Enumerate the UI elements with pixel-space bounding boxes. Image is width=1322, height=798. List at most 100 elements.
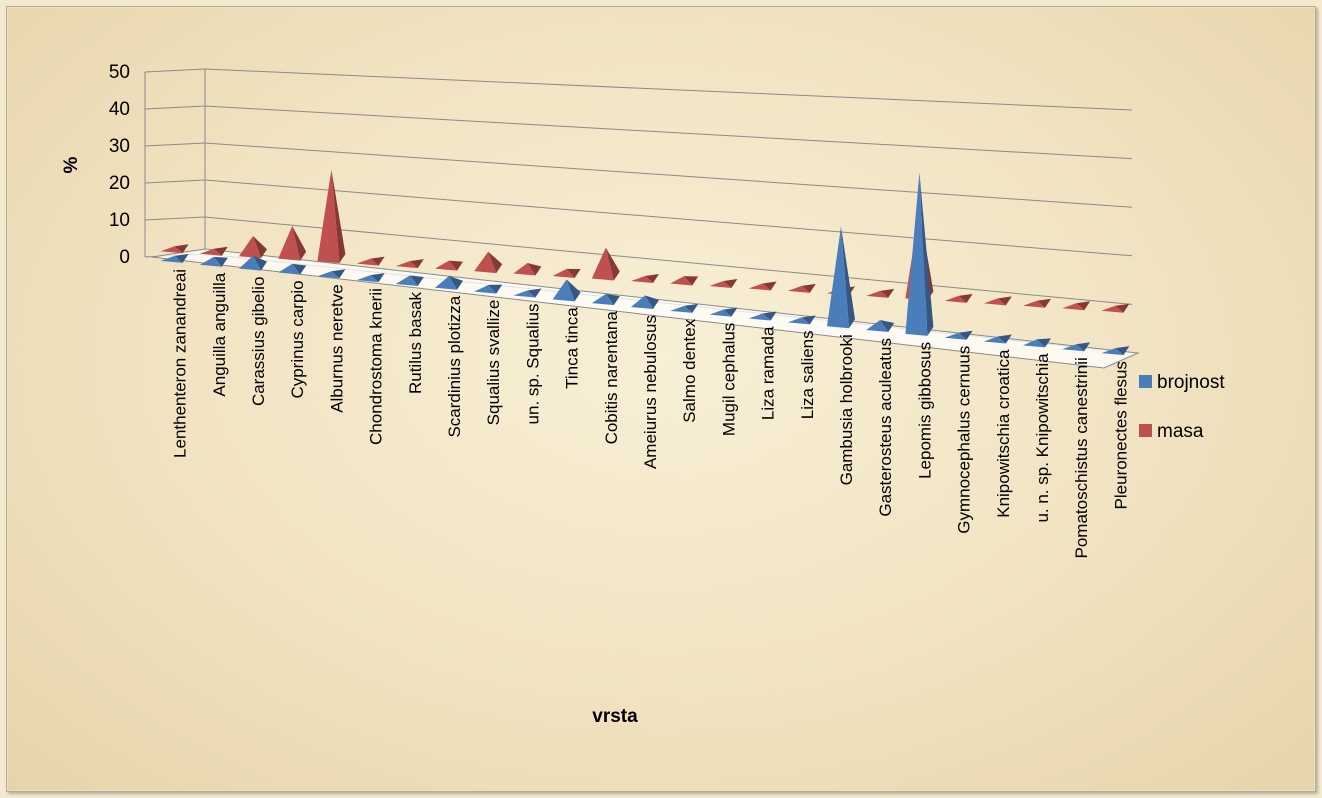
bar-brojnost-21-side bbox=[997, 334, 1012, 344]
bar-brojnost-8-face bbox=[474, 284, 497, 294]
bar-brojnost-7-side bbox=[449, 276, 463, 290]
bar-brojnost-3-face bbox=[278, 263, 301, 275]
bar-masa-15-face bbox=[748, 283, 771, 291]
bar-masa-4-face bbox=[317, 169, 340, 264]
bar-brojnost-16-face bbox=[787, 317, 810, 325]
bar-brojnost-18 bbox=[866, 320, 895, 333]
bar-brojnost-23-side bbox=[1076, 342, 1091, 352]
legend-label-masa: masa bbox=[1157, 421, 1204, 442]
x-category-label: Tinca tinca bbox=[563, 307, 582, 389]
x-category-label: Anguilla anguilla bbox=[210, 272, 229, 396]
bar-masa-7-face bbox=[435, 260, 457, 271]
floor-plane bbox=[151, 248, 1140, 369]
x-category-label: Lenthenteron zanandreai bbox=[171, 269, 190, 458]
bar-brojnost-10-side bbox=[566, 279, 581, 302]
y-tick-label: 40 bbox=[109, 99, 130, 120]
bar-masa-22-side bbox=[1037, 298, 1051, 308]
bar-masa-12-side bbox=[645, 274, 659, 283]
bar-brojnost-4-face bbox=[317, 271, 340, 279]
bar-brojnost-17-face bbox=[827, 226, 849, 329]
bar-brojnost-11 bbox=[591, 294, 620, 306]
bar-brojnost-0 bbox=[160, 253, 189, 263]
x-category-label: Salmo dentex bbox=[680, 318, 699, 422]
bar-brojnost-2-face bbox=[239, 255, 261, 271]
bar-brojnost-21 bbox=[983, 334, 1012, 344]
bar-masa-0-side bbox=[174, 244, 189, 254]
bar-brojnost-17-side bbox=[841, 226, 855, 329]
bar-masa-16-face bbox=[787, 285, 810, 293]
chart-floor bbox=[151, 248, 1140, 369]
bar-brojnost-9-face bbox=[513, 290, 536, 298]
bar-masa-11-side bbox=[605, 247, 620, 281]
bar-brojnost-8-side bbox=[488, 284, 503, 294]
bar-masa-1-side bbox=[213, 246, 228, 256]
bar-brojnost-6 bbox=[395, 275, 424, 286]
bar-brojnost-10-face bbox=[552, 279, 575, 302]
bar-brojnost-21-face bbox=[983, 336, 1006, 344]
x-axis-category-labels: Lenthenteron zanandreai Anguilla anguilla… bbox=[171, 269, 1131, 559]
bar-masa-15 bbox=[748, 281, 777, 291]
x-category-label: Lepomis gibbosus bbox=[915, 342, 934, 479]
bar-masa-21-side bbox=[997, 296, 1012, 306]
chart-bars bbox=[160, 169, 1130, 356]
bar-brojnost-11-face bbox=[591, 294, 614, 306]
bar-brojnost-15-side bbox=[762, 311, 777, 321]
bar-masa-22 bbox=[1023, 298, 1051, 308]
bar-brojnost-20 bbox=[944, 330, 973, 340]
bar-brojnost-13-side bbox=[684, 303, 699, 313]
bar-masa-6-face bbox=[395, 261, 418, 269]
bar-brojnost-13-face bbox=[670, 305, 693, 313]
legend-swatch-masa bbox=[1139, 424, 1152, 437]
bar-brojnost-2 bbox=[239, 255, 267, 271]
x-category-label: Liza ramada bbox=[759, 326, 778, 420]
bar-brojnost-8 bbox=[474, 284, 503, 294]
bar-masa-3-side bbox=[292, 226, 307, 261]
bar-masa-20-side bbox=[958, 293, 973, 303]
bar-masa-8 bbox=[474, 251, 503, 274]
bar-brojnost-14 bbox=[709, 307, 738, 317]
bar-masa-8-side bbox=[488, 251, 503, 274]
x-category-label: Cobitis narentana bbox=[602, 311, 621, 445]
bar-masa-9-side bbox=[527, 262, 542, 276]
bar-masa-16-side bbox=[801, 283, 816, 293]
bar-brojnost-20-side bbox=[958, 330, 973, 340]
gridline-side bbox=[144, 142, 206, 147]
y-tick-label: 50 bbox=[109, 62, 130, 83]
bar-brojnost-5-face bbox=[356, 275, 379, 283]
bar-masa-12-face bbox=[631, 276, 653, 283]
bar-brojnost-12-face bbox=[631, 295, 653, 309]
gridline-side bbox=[144, 216, 206, 221]
bar-masa-5 bbox=[356, 256, 385, 266]
bar-masa-21-face bbox=[983, 298, 1006, 306]
bar-masa-2-face bbox=[239, 236, 261, 259]
y-axis-ticks: 0 10 20 30 40 50 bbox=[109, 62, 130, 268]
bar-brojnost-7-face bbox=[435, 276, 457, 290]
bar-brojnost-18-side bbox=[880, 320, 895, 333]
bar-masa-22-face bbox=[1023, 300, 1045, 308]
bar-masa-5-side bbox=[370, 256, 385, 266]
legend-swatch-brojnost bbox=[1139, 375, 1152, 388]
bar-brojnost-12 bbox=[631, 295, 659, 309]
x-category-label: Gymnocephalus cernuus bbox=[955, 346, 974, 534]
bar-masa-23 bbox=[1062, 301, 1091, 311]
bar-masa-4 bbox=[317, 169, 346, 264]
bar-masa-9-face bbox=[513, 262, 536, 276]
bar-brojnost-18-face bbox=[866, 320, 889, 333]
bar-masa-6-side bbox=[409, 259, 424, 269]
bar-masa-0 bbox=[160, 244, 189, 254]
x-category-label: Rutilus basak bbox=[406, 291, 425, 394]
bar-masa-24 bbox=[1101, 303, 1130, 313]
bar-brojnost-7 bbox=[435, 276, 463, 290]
bar-brojnost-19-face bbox=[905, 172, 928, 336]
gridline-side bbox=[144, 68, 206, 73]
bar-masa-1 bbox=[199, 246, 228, 256]
y-tick-label: 0 bbox=[119, 247, 130, 268]
bar-brojnost-22-face bbox=[1023, 339, 1045, 348]
bar-masa-10 bbox=[552, 268, 581, 279]
bar-brojnost-10 bbox=[552, 279, 581, 302]
x-axis-title: vrsta bbox=[592, 706, 638, 727]
bar-brojnost-1 bbox=[199, 256, 228, 267]
bar-masa-6 bbox=[395, 259, 424, 269]
bar-brojnost-22 bbox=[1023, 338, 1051, 348]
x-category-label: un. sp. Squalius bbox=[523, 303, 542, 424]
